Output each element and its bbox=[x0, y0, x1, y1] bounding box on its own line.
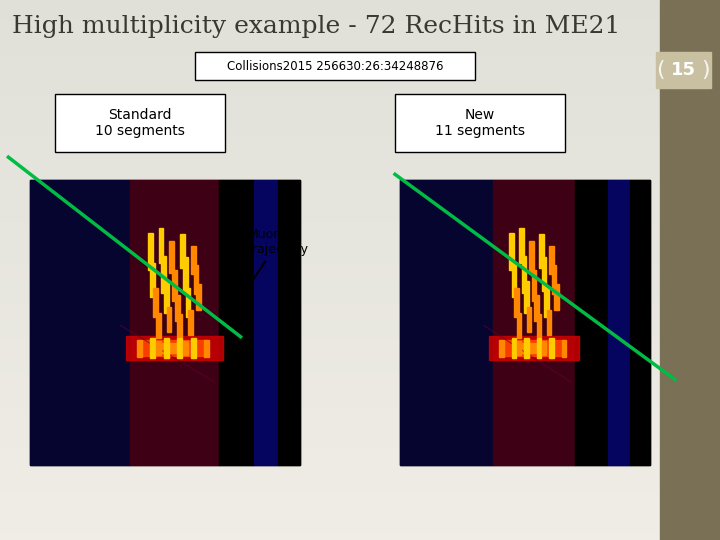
Bar bbox=[195, 52, 475, 80]
Bar bbox=[575, 180, 608, 465]
Bar bbox=[552, 266, 556, 294]
Bar bbox=[204, 340, 210, 357]
Bar bbox=[529, 241, 534, 273]
Bar bbox=[188, 309, 193, 335]
Bar bbox=[156, 313, 161, 338]
Bar bbox=[191, 246, 196, 274]
Text: New
11 segments: New 11 segments bbox=[435, 108, 525, 138]
Bar bbox=[400, 180, 492, 465]
Bar bbox=[126, 336, 223, 360]
Bar bbox=[511, 262, 516, 297]
Bar bbox=[511, 338, 516, 358]
Bar bbox=[186, 288, 190, 317]
Bar bbox=[655, 52, 711, 88]
Bar bbox=[660, 0, 720, 540]
Bar bbox=[177, 314, 182, 337]
Bar bbox=[161, 255, 166, 293]
Bar bbox=[536, 314, 541, 337]
Bar bbox=[562, 340, 566, 357]
Bar bbox=[177, 338, 182, 358]
Bar bbox=[524, 338, 528, 358]
Bar bbox=[531, 270, 536, 301]
Bar bbox=[137, 340, 142, 357]
Bar bbox=[630, 180, 650, 465]
Bar bbox=[166, 307, 171, 333]
Bar bbox=[521, 343, 546, 353]
Bar bbox=[544, 288, 549, 317]
Bar bbox=[541, 257, 546, 291]
Bar bbox=[150, 338, 156, 358]
Bar bbox=[549, 246, 554, 274]
Bar bbox=[541, 341, 546, 355]
Bar bbox=[142, 340, 207, 356]
Bar bbox=[489, 336, 579, 360]
Bar bbox=[524, 281, 528, 313]
Text: 15: 15 bbox=[670, 61, 696, 79]
Text: High multiplicity example - 72 RecHits in ME21: High multiplicity example - 72 RecHits i… bbox=[12, 15, 620, 38]
Bar bbox=[183, 257, 188, 291]
Text: ): ) bbox=[701, 60, 709, 80]
Bar bbox=[519, 228, 523, 262]
Bar bbox=[400, 180, 650, 465]
Bar bbox=[55, 94, 225, 152]
Bar bbox=[492, 180, 575, 465]
Bar bbox=[180, 234, 185, 268]
Text: Standard
10 segments: Standard 10 segments bbox=[95, 108, 185, 138]
Bar bbox=[219, 180, 254, 465]
Bar bbox=[516, 313, 521, 338]
Bar bbox=[164, 281, 168, 313]
Bar bbox=[279, 180, 300, 465]
Text: Collisions2015 256630:26:34248876: Collisions2015 256630:26:34248876 bbox=[227, 59, 444, 72]
Bar bbox=[153, 288, 158, 317]
Bar bbox=[534, 295, 539, 321]
Bar bbox=[546, 309, 551, 335]
Bar bbox=[150, 262, 156, 297]
Bar bbox=[536, 338, 541, 358]
Bar bbox=[194, 266, 199, 294]
Bar bbox=[504, 340, 564, 356]
Bar bbox=[197, 284, 201, 309]
Bar bbox=[172, 270, 177, 301]
Bar bbox=[161, 343, 188, 353]
Bar bbox=[516, 341, 521, 355]
Bar bbox=[509, 233, 513, 270]
Bar bbox=[395, 94, 565, 152]
Bar bbox=[148, 233, 153, 270]
Bar bbox=[549, 338, 554, 358]
Text: (: ( bbox=[657, 60, 665, 80]
Bar bbox=[521, 255, 526, 293]
Bar bbox=[254, 180, 279, 465]
Bar bbox=[30, 180, 300, 465]
Bar bbox=[175, 295, 179, 321]
Bar bbox=[130, 180, 219, 465]
Bar bbox=[158, 228, 163, 262]
Text: Muon
trajectory: Muon trajectory bbox=[235, 228, 308, 307]
Bar bbox=[539, 234, 544, 268]
Bar bbox=[514, 288, 518, 317]
Bar bbox=[554, 284, 559, 309]
Bar bbox=[164, 338, 168, 358]
Bar bbox=[183, 341, 188, 355]
Bar bbox=[499, 340, 503, 357]
Bar bbox=[608, 180, 630, 465]
Bar bbox=[156, 341, 161, 355]
Bar bbox=[191, 338, 196, 358]
Bar bbox=[526, 307, 531, 333]
Bar bbox=[30, 180, 130, 465]
Bar bbox=[169, 241, 174, 273]
